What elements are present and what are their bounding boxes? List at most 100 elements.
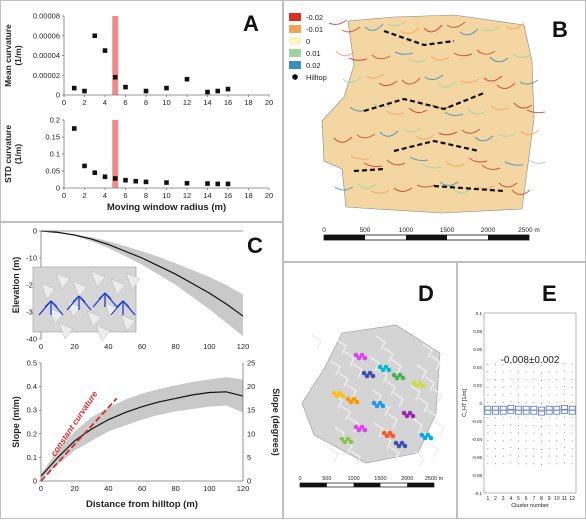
x-tick-label: 20	[70, 484, 78, 493]
outlier	[525, 425, 527, 426]
outlier	[541, 448, 542, 450]
curvature-stripe	[481, 164, 501, 170]
curvature-stripes	[328, 19, 547, 195]
curvature-stripe	[363, 162, 383, 168]
outlier	[510, 431, 512, 433]
outlier	[518, 379, 519, 381]
uncertainty-band	[41, 377, 243, 479]
cluster-point	[345, 436, 351, 442]
outlier	[510, 462, 512, 464]
panel-a-charts: 0 0.00002 0.00004 0.00006 0.00008 0 2 4 6 8 10 12 14…	[3, 12, 273, 214]
data-point	[123, 177, 128, 183]
x-tick-label: 18	[244, 98, 252, 107]
curvature-stripe	[437, 81, 457, 88]
y-axis-label-group: C_HT [1/m]	[462, 389, 468, 417]
outlier	[525, 402, 527, 404]
flow-path	[98, 292, 106, 300]
outlier	[556, 432, 558, 434]
curvature-stripe	[371, 54, 391, 60]
y-tick-label: -20	[26, 281, 37, 290]
legend-label: -0.02	[306, 13, 323, 22]
x-tick-label: 6	[123, 191, 127, 200]
outlier	[502, 371, 504, 373]
outlier	[518, 417, 519, 419]
legend-swatch	[289, 61, 301, 69]
hillshade-ridge	[424, 376, 435, 392]
outlier	[495, 447, 496, 449]
flow-path	[122, 300, 136, 316]
curvature-stripe	[489, 56, 509, 63]
outlier	[533, 440, 535, 442]
hillshade-ridge	[311, 334, 322, 350]
hillshade-facet	[104, 302, 120, 320]
outlier	[564, 362, 565, 364]
x-tick-label: 10	[162, 191, 170, 200]
hillshade-ridge	[375, 335, 386, 351]
flow-path	[44, 300, 52, 308]
highlight-bar	[112, 16, 119, 95]
curvature-stripe	[387, 20, 407, 27]
cluster-point	[374, 403, 380, 409]
cluster-point	[390, 433, 396, 439]
outlier	[556, 440, 558, 442]
outlier	[571, 371, 573, 373]
x-tick-label: 18	[244, 191, 252, 200]
outlier	[495, 386, 496, 388]
outlier	[502, 363, 504, 365]
panel-label-a: A	[243, 11, 259, 36]
hillshade-ridge	[428, 442, 439, 458]
x-tick-label: 9	[548, 496, 551, 502]
panel-label-d: D	[418, 281, 434, 306]
y-axis-label: Mean curvature	[3, 24, 13, 87]
y-tick-label: -0.1	[474, 491, 482, 496]
x-tick-label: 2	[82, 191, 86, 200]
outlier	[571, 440, 573, 442]
curvature-stripe	[415, 134, 435, 140]
curvature-stripe	[483, 75, 503, 82]
y-tick-label: 0.00004	[33, 51, 60, 60]
curvature-stripe	[476, 49, 496, 55]
right-y-axis-label-group: Slope (degrees)	[271, 388, 281, 456]
curvature-stripe	[407, 58, 427, 63]
cluster-point	[334, 393, 340, 399]
hilltop-line	[363, 91, 485, 113]
outlier	[487, 425, 489, 426]
y-tick-label: 0.1	[476, 311, 483, 316]
hillshade-ridge	[410, 385, 421, 401]
curvature-stripe	[446, 21, 466, 28]
cluster-point	[387, 430, 393, 436]
outlier	[495, 394, 496, 396]
x-tick-label: 40	[104, 484, 112, 493]
x-tick-label: 120	[237, 484, 250, 493]
data-point	[92, 170, 98, 175]
legend-swatch	[289, 37, 301, 45]
outlier	[487, 394, 489, 396]
right-y-tick-label: 10	[247, 429, 255, 438]
outlier	[533, 363, 535, 365]
scale-bar-segment	[324, 235, 365, 240]
data-point	[123, 84, 128, 90]
data-point	[92, 33, 98, 39]
curvature-stripe	[482, 25, 502, 31]
curvature-stripe	[474, 135, 494, 142]
y-tick-label: 0.06	[473, 347, 482, 352]
outlier	[533, 432, 535, 434]
outlier	[518, 455, 519, 457]
cluster-point	[371, 400, 377, 406]
cluster-point	[386, 367, 392, 373]
x-tick-label: 0	[62, 191, 66, 200]
curvature-stripe	[402, 127, 422, 133]
outlier	[571, 425, 573, 426]
hillshade-ridge	[432, 388, 443, 404]
curvature-stripe	[370, 190, 390, 194]
x-tick-label: 2	[494, 496, 497, 502]
outlier	[556, 417, 558, 419]
curvature-stripe	[504, 161, 524, 166]
panel-c: C 0 -10 -20 -30 -40 0 20 40 60 80 100 120 Elevation …	[0, 222, 283, 519]
x-tick-label: 80	[171, 484, 179, 493]
outlier	[487, 363, 489, 365]
cluster-point	[348, 399, 354, 405]
outlier	[556, 386, 558, 388]
y-axis-label-group: Elevation (m)	[11, 257, 21, 314]
data-point	[164, 85, 169, 91]
